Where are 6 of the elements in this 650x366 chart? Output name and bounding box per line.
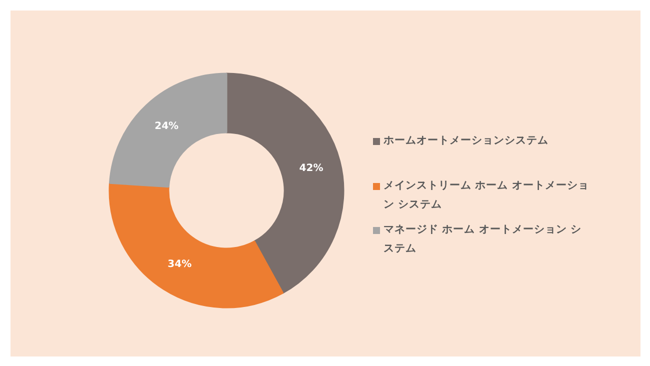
legend-label: ホームオートメーションシステム	[382, 134, 548, 146]
legend-label: メインストリーム ホーム オートメーション システム	[384, 180, 589, 211]
data-label: 24%	[154, 121, 179, 132]
legend-label: マネージド ホーム オートメーション システム	[384, 224, 582, 255]
data-label: 42%	[299, 163, 324, 174]
data-label: 34%	[168, 258, 192, 270]
